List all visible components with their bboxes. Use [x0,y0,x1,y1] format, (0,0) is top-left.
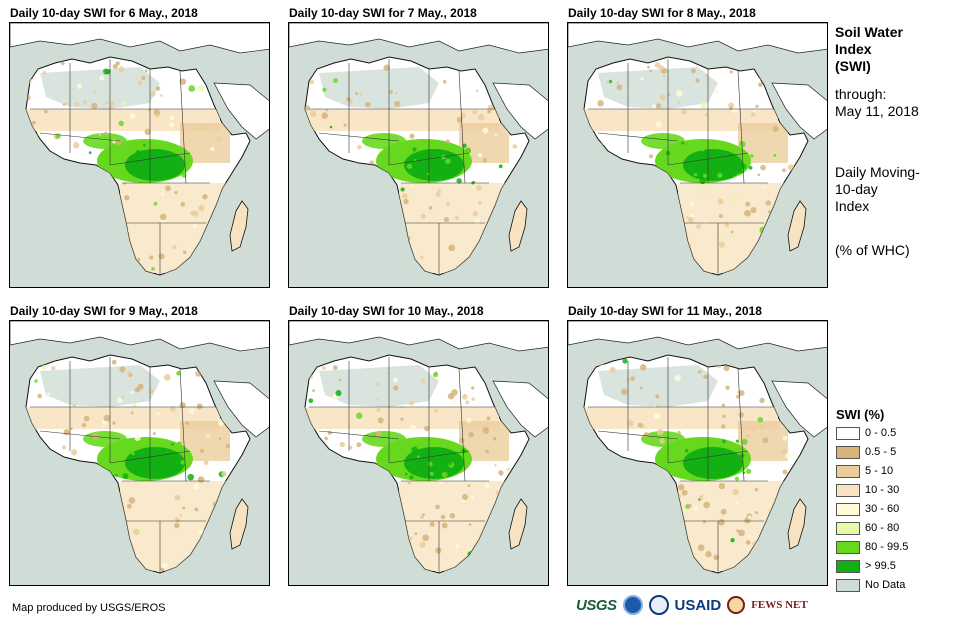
panel-title-1: Daily 10-day SWI for 6 May., 2018 [10,6,198,20]
africa-map [10,23,269,276]
fews-logo: FEWS NET [751,599,808,611]
panel-title-4: Daily 10-day SWI for 9 May., 2018 [10,304,198,318]
legend-swatch [836,578,860,592]
legend-swatch [836,540,860,554]
legend-label: 80 - 99.5 [865,541,909,553]
legend-label: > 99.5 [865,560,896,572]
legend-swatch [836,559,860,573]
legend-label: 5 - 10 [865,465,894,477]
legend-item: No Data [836,577,905,593]
madagascar-landmass [508,498,528,550]
legend-item: 30 - 60 [836,501,899,517]
europe-landmass [10,23,269,54]
panel-title-3: Daily 10-day SWI for 8 May., 2018 [568,6,756,20]
legend-title: SWI (%) [836,407,885,422]
usaid-seal-icon [648,595,669,615]
usaid-logo: USAID [674,596,722,614]
arabia-landmass [492,380,548,438]
legend-item: 10 - 30 [836,482,899,498]
africa-map [289,23,548,276]
madagascar-landmass [787,498,807,550]
usgs-logo: USGS [576,596,617,614]
legend-item: 80 - 99.5 [836,539,908,555]
africa-map [568,23,827,276]
arabia-landmass [771,82,827,140]
arabia-landmass [213,380,269,438]
map-panel-3 [567,22,828,288]
description-block: Daily Moving- 10-day Index [835,164,920,215]
logo-strip: USGS USAID FEWS NET [576,595,808,615]
through-block: through: May 11, 2018 [835,86,919,120]
arabia-landmass [771,380,827,438]
legend-item: 0.5 - 5 [836,444,896,460]
through-label: through: [835,86,887,102]
panel-title-2: Daily 10-day SWI for 7 May., 2018 [289,6,477,20]
africa-map [568,321,827,574]
legend-item: 5 - 10 [836,463,893,479]
legend-item: 0 - 0.5 [836,425,896,441]
legend-label: 0.5 - 5 [865,446,897,458]
credit-text: Map produced by USGS/EROS [12,602,166,614]
description-line: Index [835,198,870,214]
europe-landmass [568,321,827,352]
map-panel-1 [9,22,270,288]
index-title: Soil Water Index (SWI) [835,24,903,75]
madagascar-landmass [508,200,528,252]
index-title-line: Index [835,41,872,57]
legend-swatch [836,445,860,459]
index-title-line: (SWI) [835,58,871,74]
legend-item: > 99.5 [836,558,896,574]
description-line: 10-day [835,181,878,197]
africa-map [289,321,548,574]
legend-label: 60 - 80 [865,522,900,534]
noaa-logo-icon [622,595,643,615]
panel-title-6: Daily 10-day SWI for 11 May., 2018 [568,304,762,318]
unit-label: (% of WHC) [835,242,910,258]
europe-landmass [568,23,827,54]
madagascar-landmass [787,200,807,252]
arabia-landmass [492,82,548,140]
map-panel-4 [9,320,270,586]
europe-landmass [289,23,548,54]
map-panel-6 [567,320,828,586]
legend-label: No Data [865,579,906,591]
madagascar-landmass [229,200,249,252]
legend-label: 30 - 60 [865,503,900,515]
legend-label: 10 - 30 [865,484,900,496]
legend-label: 0 - 0.5 [865,427,897,439]
europe-landmass [289,321,548,352]
legend-swatch [836,521,860,535]
legend-item: 60 - 80 [836,520,899,536]
map-panel-5 [288,320,549,586]
arabia-landmass [213,82,269,140]
legend-swatch [836,502,860,516]
panel-title-5: Daily 10-day SWI for 10 May., 2018 [289,304,484,318]
fews-globe-icon [727,596,746,614]
europe-landmass [10,321,269,352]
legend-swatch [836,426,860,440]
index-title-line: Soil Water [835,24,903,40]
through-date: May 11, 2018 [835,103,919,119]
description-line: Daily Moving- [835,164,920,180]
africa-map [10,321,269,574]
map-panel-2 [288,22,549,288]
legend-swatch [836,464,860,478]
legend-swatch [836,483,860,497]
madagascar-landmass [229,498,249,550]
